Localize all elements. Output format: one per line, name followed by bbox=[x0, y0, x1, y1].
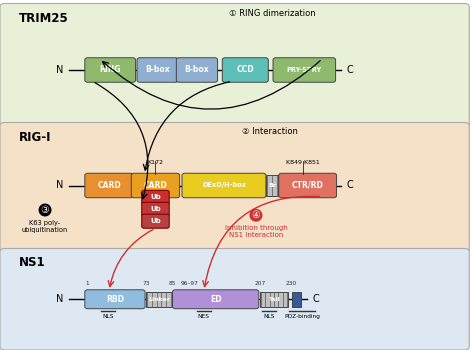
Text: NES: NES bbox=[198, 314, 210, 318]
FancyBboxPatch shape bbox=[137, 58, 178, 82]
FancyBboxPatch shape bbox=[176, 58, 218, 82]
Text: Ub: Ub bbox=[150, 218, 161, 224]
FancyBboxPatch shape bbox=[273, 58, 336, 82]
Text: Linker: Linker bbox=[148, 297, 170, 302]
FancyBboxPatch shape bbox=[146, 292, 172, 307]
Text: ED: ED bbox=[210, 295, 221, 304]
Text: Ub: Ub bbox=[150, 194, 161, 201]
Text: CARD: CARD bbox=[97, 181, 121, 190]
Text: C: C bbox=[347, 65, 354, 75]
FancyBboxPatch shape bbox=[85, 58, 136, 82]
FancyBboxPatch shape bbox=[266, 175, 278, 196]
Text: 96–97: 96–97 bbox=[181, 281, 199, 286]
Text: B-box: B-box bbox=[146, 65, 170, 75]
Text: N: N bbox=[55, 294, 63, 304]
Text: NLS: NLS bbox=[264, 314, 275, 318]
Text: 207: 207 bbox=[254, 281, 265, 286]
Text: K172: K172 bbox=[147, 160, 164, 164]
Text: Tail: Tail bbox=[268, 297, 280, 302]
Text: 1: 1 bbox=[86, 281, 90, 286]
Text: NS1: NS1 bbox=[19, 256, 46, 268]
Text: RBD: RBD bbox=[106, 295, 124, 304]
FancyBboxPatch shape bbox=[0, 4, 469, 128]
Text: PDZ-binding: PDZ-binding bbox=[284, 314, 320, 318]
FancyBboxPatch shape bbox=[85, 173, 133, 198]
Text: 85: 85 bbox=[168, 281, 176, 286]
Text: C: C bbox=[347, 181, 354, 190]
Text: ③: ③ bbox=[41, 205, 49, 215]
FancyBboxPatch shape bbox=[173, 290, 259, 309]
Text: N: N bbox=[55, 181, 63, 190]
FancyBboxPatch shape bbox=[292, 292, 301, 307]
Text: K63 poly-
ubiquitination: K63 poly- ubiquitination bbox=[22, 220, 68, 233]
FancyBboxPatch shape bbox=[0, 122, 469, 254]
Text: RIG-I: RIG-I bbox=[19, 131, 52, 144]
FancyBboxPatch shape bbox=[0, 248, 469, 350]
FancyBboxPatch shape bbox=[142, 202, 169, 216]
Text: ④: ④ bbox=[252, 210, 260, 220]
Text: K849 K851: K849 K851 bbox=[286, 160, 320, 164]
Text: N: N bbox=[55, 65, 63, 75]
FancyBboxPatch shape bbox=[142, 214, 169, 228]
Text: 230: 230 bbox=[286, 281, 297, 286]
Text: Inhibition through
NS1 interaction: Inhibition through NS1 interaction bbox=[225, 225, 287, 238]
Text: NLS: NLS bbox=[102, 314, 114, 318]
Text: Br: Br bbox=[268, 183, 276, 188]
Text: B-box: B-box bbox=[185, 65, 209, 75]
Text: Ub: Ub bbox=[150, 206, 161, 212]
Text: C: C bbox=[313, 294, 319, 304]
FancyBboxPatch shape bbox=[222, 58, 268, 82]
Text: CARD: CARD bbox=[144, 181, 167, 190]
FancyBboxPatch shape bbox=[182, 173, 266, 198]
Text: ① RING dimerization: ① RING dimerization bbox=[229, 9, 316, 19]
FancyBboxPatch shape bbox=[85, 290, 145, 309]
FancyBboxPatch shape bbox=[260, 292, 288, 307]
FancyBboxPatch shape bbox=[279, 173, 337, 198]
FancyBboxPatch shape bbox=[142, 190, 169, 204]
Text: CTR/RD: CTR/RD bbox=[292, 181, 324, 190]
Text: 73: 73 bbox=[142, 281, 150, 286]
FancyBboxPatch shape bbox=[131, 173, 180, 198]
Text: CCD: CCD bbox=[237, 65, 254, 75]
Text: TRIM25: TRIM25 bbox=[19, 12, 69, 25]
Text: DExD/H-box: DExD/H-box bbox=[202, 182, 246, 189]
Text: RING: RING bbox=[100, 65, 121, 75]
Text: PRY-SPRY: PRY-SPRY bbox=[287, 67, 322, 73]
Text: ② Interaction: ② Interaction bbox=[242, 127, 298, 136]
